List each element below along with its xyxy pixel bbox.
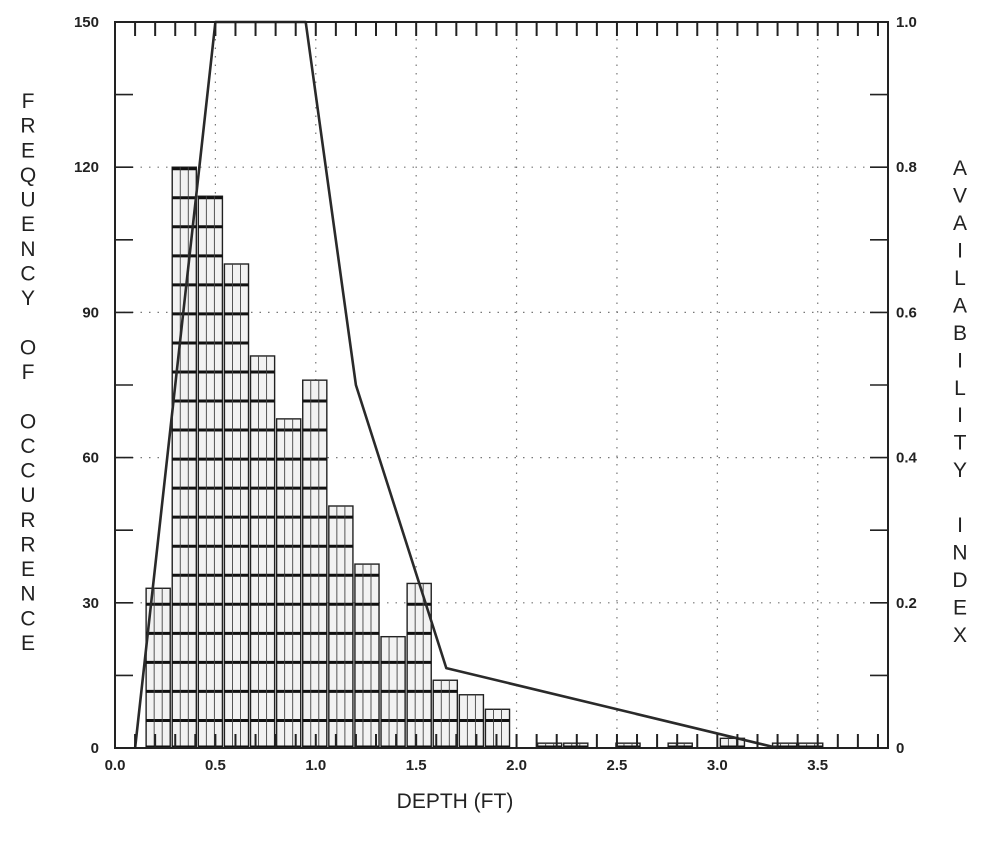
histogram-bar <box>223 263 250 749</box>
y-left-tick-label: 150 <box>74 14 99 31</box>
right-axis-title-letter: I <box>957 514 963 537</box>
left-axis-title-letter: U <box>20 189 35 212</box>
left-axis-title-letter: C <box>20 460 35 483</box>
histogram-bar-body <box>223 263 250 749</box>
left-axis-title-letter: E <box>21 213 35 236</box>
x-tick-label: 1.0 <box>305 757 326 774</box>
histogram-bar <box>145 587 171 749</box>
x-tick-label: 3.0 <box>707 757 728 774</box>
x-tick-label: 1.5 <box>406 757 427 774</box>
x-axis-tick-labels: 0.0 0.5 1.0 1.5 2.0 2.5 3.0 3.5 <box>105 757 829 774</box>
x-tick-label: 0.0 <box>105 757 126 774</box>
x-tick-label: 2.0 <box>506 757 527 774</box>
left-axis-title-letter: E <box>21 632 35 655</box>
histogram-bar <box>458 694 485 749</box>
right-axis-title-letter: A <box>953 157 967 180</box>
left-axis-title-letter: R <box>20 509 35 532</box>
right-axis-tick-labels: 0 0.2 0.4 0.6 0.8 1.0 <box>896 14 918 757</box>
right-axis-title-letter: L <box>954 267 966 290</box>
right-axis-title-letter: L <box>954 377 966 400</box>
right-axis-title-letter: V <box>953 184 967 207</box>
y-left-tick-label: 30 <box>82 595 99 612</box>
histogram-bar <box>302 379 328 749</box>
right-axis-title-letter: X <box>953 624 967 647</box>
histogram-bar <box>197 195 224 749</box>
y-right-tick-label: 0 <box>896 740 904 757</box>
left-axis-title-letter: F <box>22 361 35 384</box>
availability-index-series <box>133 20 778 750</box>
right-axis-title-letter: N <box>952 542 967 565</box>
histogram-bar <box>171 166 198 749</box>
histogram-bar-body <box>328 505 354 749</box>
y-left-tick-label: 120 <box>74 159 99 176</box>
histogram-bar-body <box>197 195 224 749</box>
left-axis-title-letter: Y <box>21 287 35 310</box>
left-axis-title-letter: F <box>22 90 35 113</box>
right-axis-title-letter: B <box>953 322 967 345</box>
y-right-tick-label: 0.8 <box>896 159 917 176</box>
availability-index-line <box>133 20 778 750</box>
y-right-tick-label: 0.2 <box>896 595 917 612</box>
left-axis-title-letter: R <box>20 115 35 138</box>
right-axis-title-letter: I <box>957 404 963 427</box>
histogram-bar <box>328 505 354 749</box>
x-tick-label: 2.5 <box>607 757 628 774</box>
left-axis-tick-labels: 0 30 60 90 120 150 <box>74 14 99 757</box>
right-axis-title-letter: D <box>952 569 967 592</box>
axis-ticks <box>115 22 888 748</box>
bar-series <box>145 166 824 749</box>
left-axis-title-letter: O <box>20 410 36 433</box>
histogram-bar <box>484 708 511 749</box>
left-axis-title-letter: C <box>20 262 35 285</box>
left-axis-title-letter: C <box>20 435 35 458</box>
histogram-bar <box>275 418 302 749</box>
left-axis-title-letter: E <box>21 139 35 162</box>
left-axis-title-letter: E <box>21 558 35 581</box>
left-axis-title-letter: C <box>20 607 35 630</box>
left-axis-title-letter: U <box>20 484 35 507</box>
x-tick-label: 0.5 <box>205 757 226 774</box>
right-axis-title-letter: A <box>953 294 967 317</box>
y-left-tick-label: 60 <box>82 450 99 467</box>
right-axis-title-letter: I <box>957 239 963 262</box>
histogram-bar <box>249 355 276 749</box>
y-left-tick-label: 90 <box>82 304 99 321</box>
right-axis-title-letter: A <box>953 212 967 235</box>
histogram-bar-body <box>249 355 276 749</box>
histogram-bar-body <box>484 708 511 749</box>
right-axis-title-letter: Y <box>953 459 967 482</box>
y-left-tick-label: 0 <box>91 740 99 757</box>
y-right-tick-label: 0.4 <box>896 450 918 467</box>
x-axis-title: DEPTH (FT) <box>397 790 514 813</box>
right-axis-title-letter: I <box>957 349 963 372</box>
histogram-bar <box>354 563 380 749</box>
histogram-bar-body <box>275 418 302 749</box>
y-right-tick-label: 0.6 <box>896 304 917 321</box>
left-axis-title-letter: N <box>20 583 35 606</box>
right-axis-title-letter: T <box>954 432 967 455</box>
y-right-tick-label: 1.0 <box>896 14 917 31</box>
left-axis-title-letter: Q <box>20 164 36 187</box>
left-axis-title-letter: R <box>20 533 35 556</box>
histogram-bar-body <box>354 563 380 749</box>
left-axis-title-letter: O <box>20 336 36 359</box>
histogram-bar <box>380 635 406 749</box>
left-axis-title-letter: N <box>20 238 35 261</box>
right-axis-title-letter: E <box>953 597 967 620</box>
x-tick-label: 3.5 <box>807 757 828 774</box>
